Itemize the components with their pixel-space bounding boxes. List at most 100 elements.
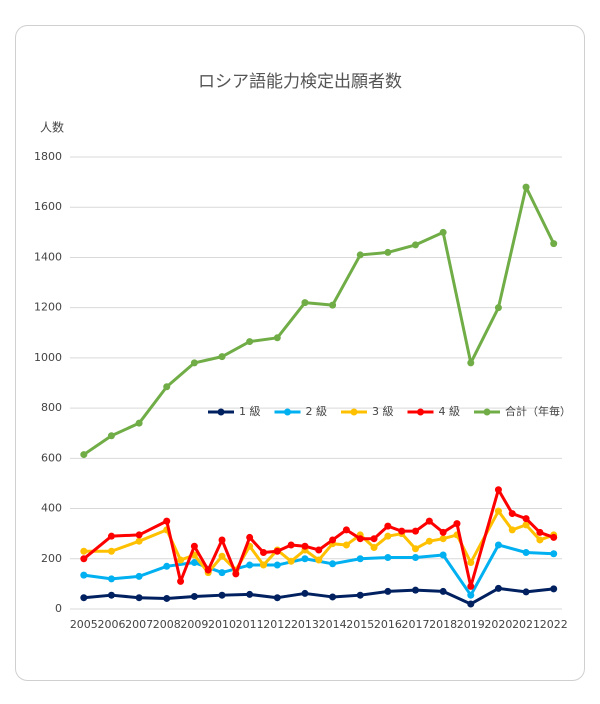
point xyxy=(246,338,254,346)
point xyxy=(439,587,447,595)
legend-label: 2 級 xyxy=(306,405,328,418)
point xyxy=(163,562,171,570)
point xyxy=(384,554,392,562)
x-tick-label: 2020 xyxy=(484,618,512,631)
point xyxy=(80,571,88,579)
point xyxy=(259,561,267,569)
point xyxy=(494,541,502,549)
point xyxy=(536,528,544,536)
point xyxy=(384,587,392,595)
point xyxy=(315,556,323,564)
point xyxy=(384,522,392,530)
legend-label: 3 級 xyxy=(372,405,394,418)
legend-label: 4 級 xyxy=(439,405,461,418)
point xyxy=(342,526,350,534)
point xyxy=(467,591,475,599)
point xyxy=(412,586,420,594)
point xyxy=(273,334,281,342)
legend-item: 4 級 xyxy=(407,405,461,418)
point xyxy=(135,572,143,580)
x-tick-label: 2011 xyxy=(236,618,264,631)
y-tick-label: 1400 xyxy=(34,250,62,263)
x-tick-label: 2014 xyxy=(319,618,347,631)
point xyxy=(398,527,406,535)
x-tick-label: 2008 xyxy=(153,618,181,631)
point xyxy=(494,304,502,312)
y-tick-label: 1000 xyxy=(34,351,62,364)
point xyxy=(246,533,254,541)
point xyxy=(356,591,364,599)
point xyxy=(315,546,323,554)
point xyxy=(522,588,530,596)
series-line xyxy=(82,185,556,456)
x-tick-label: 2006 xyxy=(97,618,125,631)
chart-title: ロシア語能力検定出願者数 xyxy=(198,72,402,92)
x-tick-label: 2012 xyxy=(263,618,291,631)
point xyxy=(301,589,309,597)
point xyxy=(425,537,433,545)
point xyxy=(80,555,88,563)
series-line xyxy=(83,586,554,606)
point xyxy=(177,577,185,585)
point xyxy=(246,590,254,598)
point xyxy=(190,592,198,600)
point xyxy=(467,582,475,590)
point xyxy=(536,536,544,544)
x-tick-label: 2010 xyxy=(208,618,236,631)
point xyxy=(439,228,447,236)
point xyxy=(218,353,226,361)
x-tick-label: 2007 xyxy=(125,618,153,631)
point xyxy=(522,521,530,529)
x-tick-label: 2017 xyxy=(402,618,430,631)
y-tick-label: 800 xyxy=(41,401,62,414)
point xyxy=(550,585,558,593)
point xyxy=(273,594,281,602)
y-tick-label: 1800 xyxy=(34,150,62,163)
x-tick-label: 2013 xyxy=(291,618,319,631)
point xyxy=(80,547,88,555)
point xyxy=(190,559,198,567)
point xyxy=(163,594,171,602)
point xyxy=(301,555,309,563)
point xyxy=(329,301,337,309)
point xyxy=(467,559,475,567)
point xyxy=(246,561,254,569)
point xyxy=(356,535,364,543)
point xyxy=(412,545,420,553)
point xyxy=(204,566,212,574)
x-tick-label: 2015 xyxy=(346,618,374,631)
x-tick-label: 2022 xyxy=(540,618,568,631)
point xyxy=(425,517,433,525)
point xyxy=(135,531,143,539)
point xyxy=(107,575,115,583)
point xyxy=(550,533,558,541)
legend-item: 合計（年毎） xyxy=(474,404,571,418)
point xyxy=(177,556,185,564)
point xyxy=(218,552,226,560)
point xyxy=(135,594,143,602)
legend-marker xyxy=(284,408,291,416)
point xyxy=(439,535,447,543)
point xyxy=(287,557,295,565)
x-tick-label: 2005 xyxy=(70,618,98,631)
point xyxy=(218,591,226,599)
legend-marker xyxy=(417,408,424,416)
x-tick-label: 2021 xyxy=(512,618,540,631)
x-tick-label: 2019 xyxy=(457,618,485,631)
point xyxy=(273,547,281,555)
point xyxy=(384,248,392,256)
x-tick-label: 2018 xyxy=(429,618,457,631)
point xyxy=(412,527,420,535)
point xyxy=(412,241,420,249)
point xyxy=(107,532,115,540)
y-axis-label: 人数 xyxy=(40,120,64,135)
point xyxy=(259,549,267,556)
point xyxy=(135,537,143,545)
point xyxy=(467,359,475,367)
point xyxy=(412,554,420,562)
y-tick-label: 600 xyxy=(41,451,62,464)
point xyxy=(163,383,171,391)
x-tick-label: 2016 xyxy=(374,618,402,631)
legend-label: 1 級 xyxy=(239,405,261,418)
